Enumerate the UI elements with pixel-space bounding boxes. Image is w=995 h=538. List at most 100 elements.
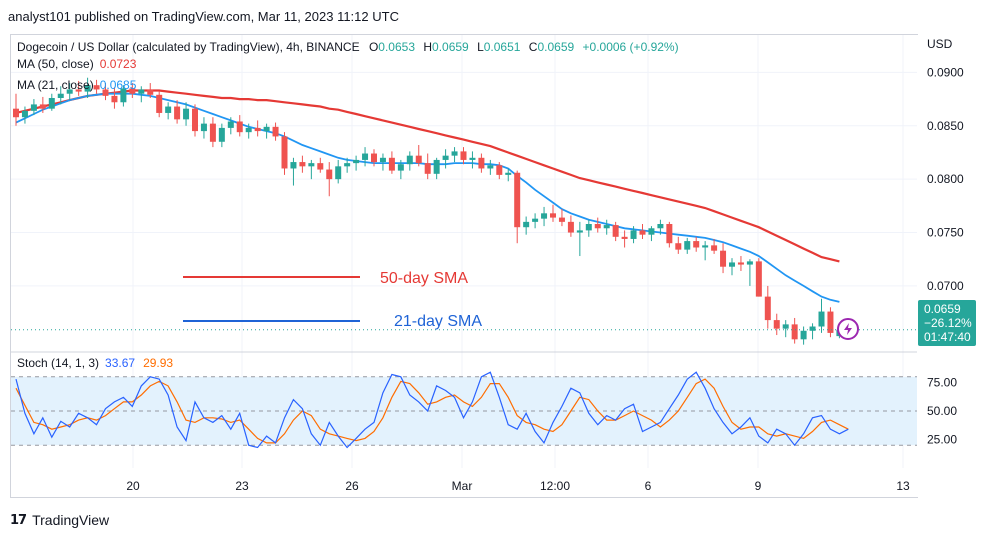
candle — [648, 226, 655, 242]
candle — [120, 85, 127, 107]
tradingview-logo[interactable]: 17 TradingView — [10, 509, 109, 531]
candle — [165, 102, 172, 120]
time-axis[interactable]: 20 23 26 Mar 12:00 6 9 13 — [126, 479, 910, 493]
candle — [13, 93, 19, 126]
candle — [415, 144, 422, 167]
candle — [442, 149, 449, 169]
candle — [827, 307, 834, 338]
candle — [335, 159, 342, 184]
candle — [21, 106, 28, 124]
candle — [66, 83, 73, 101]
candle — [746, 259, 753, 286]
sma21-annotation: 21-day SMA — [394, 313, 482, 330]
time-tick-label: 6 — [645, 479, 652, 493]
candle — [576, 221, 583, 257]
candle — [111, 87, 118, 109]
candle — [541, 206, 548, 227]
candle — [621, 230, 628, 248]
candle — [192, 104, 198, 137]
candle — [344, 157, 351, 173]
candle — [702, 241, 709, 261]
time-tick-label: Mar — [452, 479, 473, 493]
candle — [639, 224, 646, 239]
candle — [720, 243, 727, 274]
candle — [200, 117, 207, 139]
candle — [729, 258, 735, 276]
candle — [451, 147, 458, 163]
candle — [424, 153, 431, 180]
candle — [406, 151, 413, 171]
candle — [93, 79, 100, 94]
last-price-change: −26.12% — [924, 316, 972, 330]
stoch-tick-label: 75.00 — [927, 376, 957, 390]
candle — [174, 100, 181, 124]
price-tick-label: 0.0700 — [927, 279, 964, 293]
lightning-icon[interactable] — [837, 318, 859, 340]
candle — [362, 147, 369, 167]
candle — [693, 236, 700, 252]
candle — [57, 86, 64, 105]
candle — [299, 155, 306, 173]
candle — [48, 93, 55, 111]
candle — [263, 123, 270, 139]
candle — [711, 238, 718, 254]
candle — [791, 317, 798, 344]
candle — [308, 159, 315, 180]
bar-countdown: 01:47:40 — [924, 330, 971, 344]
legend-symbol: Dogecoin / US Dollar (calculated by Trad… — [17, 40, 679, 54]
candle — [227, 117, 234, 135]
candle — [379, 153, 386, 171]
candle — [478, 153, 485, 173]
candle — [281, 132, 288, 175]
candle — [218, 123, 225, 148]
stoch-d-line — [15, 378, 849, 444]
candle — [75, 80, 82, 96]
time-tick-label: 9 — [755, 479, 762, 493]
candle — [657, 219, 664, 235]
legend-ma50: MA (50, close) 0.0723 — [17, 57, 137, 71]
price-tick-label: 0.0750 — [927, 226, 964, 240]
price-axis-currency: USD — [927, 37, 953, 51]
candle — [147, 83, 154, 98]
candle — [684, 237, 691, 254]
candle — [272, 122, 279, 141]
chart-svg[interactable]: 50-day SMA 21-day SMA Dogecoin / US Doll… — [0, 0, 995, 500]
candle — [84, 77, 91, 98]
candle — [317, 157, 324, 173]
price-tick-label: 0.0900 — [927, 65, 964, 79]
candle — [594, 217, 601, 233]
stoch-k-line — [15, 371, 849, 449]
candle — [469, 151, 476, 169]
candle — [236, 115, 243, 137]
candle — [764, 285, 771, 329]
chart-frame[interactable] — [10, 34, 918, 498]
sma50-annotation: 50-day SMA — [380, 270, 468, 287]
candle — [532, 213, 539, 229]
legend-ma21: MA (21, close) 0.0685 — [17, 78, 137, 92]
time-tick-label: 23 — [235, 479, 249, 493]
candle — [433, 157, 440, 180]
time-tick-label: 26 — [345, 479, 359, 493]
candle — [818, 298, 825, 333]
candle — [514, 170, 521, 244]
candle — [290, 157, 297, 186]
stoch-axis: 75.00 50.00 25.00 — [927, 376, 957, 447]
candle — [585, 219, 592, 237]
stoch-levels — [11, 376, 917, 446]
time-tick-label: 12:00 — [540, 479, 570, 493]
candle — [353, 155, 360, 171]
price-axis[interactable]: USD 0.0900 0.0850 0.0800 0.0750 0.0700 — [927, 37, 964, 293]
candle — [505, 168, 512, 182]
candle — [183, 102, 190, 126]
candle — [773, 313, 780, 336]
candle — [755, 258, 762, 297]
candle — [39, 96, 46, 113]
candle — [156, 91, 163, 118]
price-tick-label: 0.0850 — [927, 119, 964, 133]
stoch-tick-label: 25.00 — [927, 433, 957, 447]
candle — [737, 256, 744, 271]
stoch-tick-label: 50.00 — [927, 404, 957, 418]
candle — [371, 149, 377, 167]
candle — [496, 162, 503, 180]
last-price-value: 0.0659 — [924, 302, 961, 316]
